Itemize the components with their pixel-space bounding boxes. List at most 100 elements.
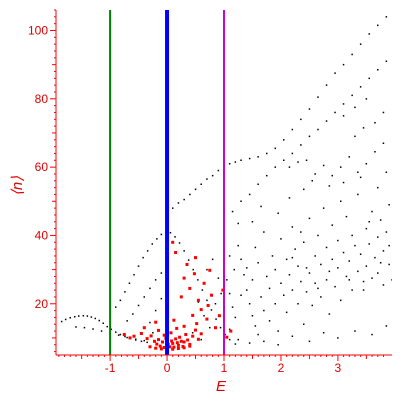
data-point <box>154 346 158 350</box>
data-point <box>75 326 77 328</box>
data-point <box>226 279 228 281</box>
data-point <box>74 316 76 318</box>
data-point <box>160 272 163 274</box>
data-point <box>291 256 294 259</box>
data-point <box>170 339 174 343</box>
data-point <box>300 144 302 146</box>
data-point <box>146 341 148 344</box>
data-point <box>320 263 322 266</box>
data-point <box>300 118 302 121</box>
data-point <box>257 262 259 264</box>
data-point <box>149 287 151 290</box>
data-point <box>119 299 122 302</box>
data-point <box>377 272 379 274</box>
data-point <box>248 342 251 344</box>
data-point <box>317 96 319 98</box>
data-point <box>126 336 128 339</box>
data-point <box>90 316 93 318</box>
data-point <box>228 163 231 165</box>
data-point <box>348 279 350 281</box>
data-point <box>240 258 242 261</box>
data-point <box>237 222 239 225</box>
data-point <box>325 279 328 281</box>
data-point <box>231 306 234 308</box>
data-point <box>158 344 162 348</box>
data-point <box>354 330 356 332</box>
data-point <box>368 243 370 245</box>
data-point <box>205 317 209 321</box>
data-point <box>365 163 368 165</box>
data-point <box>385 325 388 327</box>
data-point <box>182 346 186 350</box>
data-point <box>300 280 302 283</box>
y-tick-label: 80 <box>35 92 49 106</box>
data-point <box>228 292 231 295</box>
data-point <box>224 333 226 336</box>
data-point <box>288 197 291 199</box>
data-point <box>132 313 134 315</box>
data-point <box>140 340 143 343</box>
data-point <box>308 135 311 138</box>
data-point <box>219 326 222 329</box>
data-point <box>274 166 276 168</box>
data-point <box>331 224 333 226</box>
data-point <box>160 297 163 300</box>
data-point <box>206 304 210 307</box>
data-point <box>357 193 359 196</box>
data-point <box>217 169 220 172</box>
data-point <box>157 328 160 332</box>
data-point <box>285 311 288 314</box>
data-point <box>260 296 262 298</box>
data-point <box>308 340 311 343</box>
data-point <box>385 60 388 62</box>
data-point <box>362 280 365 283</box>
data-point <box>263 309 265 312</box>
data-point <box>179 339 183 343</box>
data-point <box>159 347 163 351</box>
data-point <box>172 318 176 322</box>
data-point <box>374 122 376 124</box>
data-point <box>351 289 353 291</box>
data-point <box>115 331 117 333</box>
data-point <box>266 174 268 177</box>
series-0 <box>60 16 392 346</box>
data-point <box>311 180 313 182</box>
data-point <box>240 200 242 202</box>
data-point <box>365 265 368 267</box>
data-point <box>291 152 294 155</box>
data-point <box>274 303 276 305</box>
data-point <box>199 332 203 336</box>
data-point <box>234 316 237 319</box>
data-point <box>348 260 350 262</box>
data-point <box>371 277 373 279</box>
y-axis-label: ⟨n⟩ <box>9 176 26 196</box>
tick-labels: -1 0 1 2 3 20 40 60 80 100 <box>28 23 342 375</box>
data-point <box>214 326 217 330</box>
data-point <box>199 308 203 312</box>
data-point <box>200 338 202 341</box>
x-tick-label: 0 <box>164 361 171 375</box>
data-point <box>288 274 291 276</box>
data-point <box>211 174 214 177</box>
data-point <box>98 319 100 322</box>
data-point <box>283 294 285 296</box>
data-point <box>362 289 365 291</box>
data-point <box>263 340 265 343</box>
data-point <box>206 268 208 271</box>
data-point <box>314 255 316 257</box>
data-point <box>334 111 336 114</box>
data-point <box>388 204 390 206</box>
data-point <box>268 320 271 322</box>
data-point <box>377 236 379 238</box>
data-point <box>246 289 248 291</box>
data-point <box>351 234 353 237</box>
axes <box>50 9 392 361</box>
data-point <box>234 161 237 163</box>
data-point <box>188 344 192 348</box>
data-point <box>317 287 319 290</box>
data-point <box>251 279 254 281</box>
data-point <box>268 287 271 290</box>
data-point <box>374 151 376 153</box>
data-point <box>94 317 96 320</box>
data-point <box>359 86 362 88</box>
